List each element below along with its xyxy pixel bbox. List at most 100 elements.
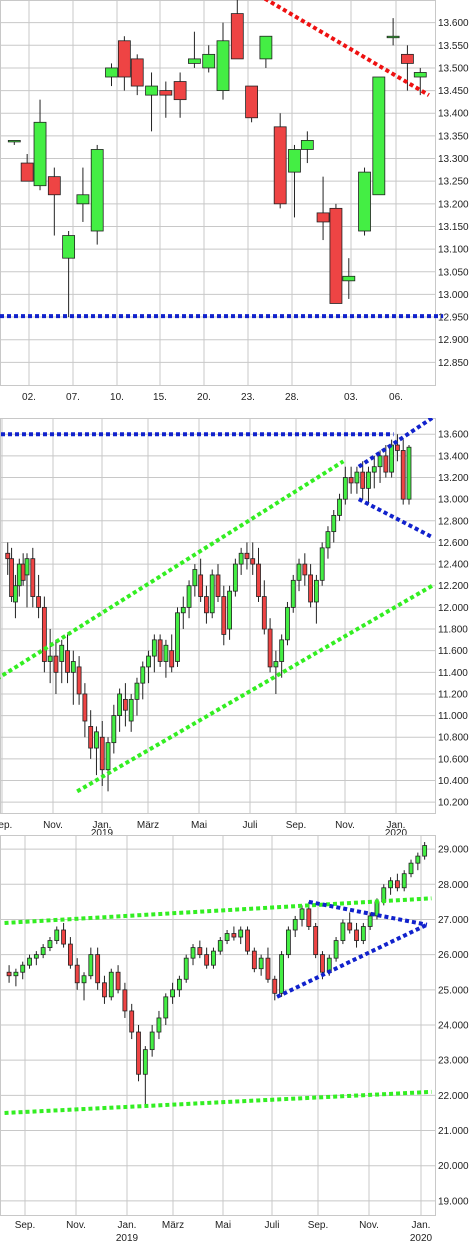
candle bbox=[325, 526, 331, 559]
candle-body-up bbox=[285, 606, 290, 641]
candle-body-up bbox=[117, 693, 123, 717]
candle bbox=[388, 877, 393, 895]
candle bbox=[250, 542, 256, 575]
candle-body-down bbox=[122, 989, 128, 1012]
candle bbox=[65, 634, 70, 684]
candle bbox=[227, 585, 232, 640]
candle bbox=[245, 926, 250, 955]
candle-body-down bbox=[122, 698, 128, 711]
candle-body-up bbox=[288, 149, 301, 173]
y-tick-label: 13.000 bbox=[438, 290, 469, 301]
candle-body-up bbox=[140, 666, 146, 684]
candle bbox=[279, 634, 285, 678]
candle-body-down bbox=[308, 574, 314, 603]
candle-body-down bbox=[265, 957, 271, 980]
candle-body-up bbox=[340, 922, 346, 941]
candle-body-down bbox=[47, 176, 61, 196]
candle bbox=[90, 144, 104, 245]
candle bbox=[183, 954, 189, 983]
candle bbox=[62, 231, 76, 318]
candle-body-down bbox=[395, 444, 400, 451]
candle bbox=[232, 558, 238, 597]
candle-body-up bbox=[88, 954, 94, 977]
candle-body-down bbox=[273, 126, 287, 205]
y-tick-label: 29.000 bbox=[438, 845, 469, 856]
candle bbox=[173, 72, 187, 118]
y-tick-label: 13.600 bbox=[438, 430, 469, 441]
candle bbox=[94, 726, 99, 776]
y-tick-label: 13.200 bbox=[438, 199, 469, 210]
y-tick-label: 10.200 bbox=[438, 798, 469, 809]
candle-body-up bbox=[186, 585, 192, 608]
candle-body-up bbox=[238, 929, 244, 938]
candle-body-up bbox=[13, 971, 19, 977]
candle bbox=[40, 944, 46, 959]
y-tick-label: 13.350 bbox=[438, 131, 469, 142]
y-tick-label: 10.800 bbox=[438, 733, 469, 744]
y-tick-label: 11.400 bbox=[438, 668, 468, 679]
candle-body-down bbox=[348, 477, 354, 484]
candle-body-down bbox=[130, 58, 144, 87]
chart-top-candlestick: 12.850 12.900 12.950 13.000 13.050 13.100 13.1… bbox=[0, 0, 469, 403]
candle bbox=[156, 1010, 162, 1040]
candle-body-down bbox=[61, 929, 66, 945]
y-tick-label: 13.600 bbox=[438, 18, 469, 29]
y-tick-label: 21.000 bbox=[438, 1126, 469, 1137]
candle bbox=[146, 650, 151, 684]
candle bbox=[145, 72, 158, 132]
candle-body-up bbox=[81, 975, 87, 984]
candle bbox=[67, 937, 73, 969]
candle-body-up bbox=[300, 140, 314, 150]
candle-body-down bbox=[9, 558, 14, 597]
candle-body-down bbox=[347, 922, 353, 931]
candle bbox=[61, 922, 66, 948]
candle bbox=[217, 937, 223, 955]
trendline bbox=[308, 899, 428, 927]
candle-body-up bbox=[183, 957, 189, 980]
candle-body-up bbox=[142, 1049, 148, 1075]
y-tick-label: 12.800 bbox=[438, 516, 469, 527]
candle bbox=[175, 607, 180, 667]
y-tick-label: 13.150 bbox=[438, 222, 469, 233]
trendline bbox=[276, 922, 428, 999]
candle-body-down bbox=[245, 85, 258, 119]
candle bbox=[354, 466, 360, 494]
candle bbox=[422, 842, 428, 860]
candle-body-down bbox=[36, 596, 41, 608]
candle-body-up bbox=[62, 235, 76, 259]
y-tick-label: 13.050 bbox=[438, 267, 469, 278]
candle bbox=[140, 661, 146, 700]
candle bbox=[117, 36, 131, 91]
candle bbox=[261, 580, 267, 635]
x-tick-label: Nov. bbox=[43, 820, 63, 831]
candle-body-up bbox=[342, 477, 348, 500]
candle bbox=[319, 542, 325, 586]
y-tick-label: 13.300 bbox=[438, 154, 469, 165]
candle-body-up bbox=[408, 862, 414, 875]
candle-body-down bbox=[360, 471, 366, 489]
y-tick-label: 26.000 bbox=[438, 950, 469, 961]
candle-body-down bbox=[102, 982, 107, 998]
candle bbox=[151, 634, 157, 673]
y-tick-label: 22.000 bbox=[438, 1091, 469, 1102]
candle-body-up bbox=[292, 919, 298, 931]
candle bbox=[401, 870, 407, 892]
candle bbox=[272, 975, 278, 1001]
candle bbox=[288, 144, 301, 218]
candle-body-down bbox=[256, 563, 261, 597]
candle-body-up bbox=[7, 140, 21, 143]
x-tick-label: 15. bbox=[153, 392, 167, 403]
x-tick-label: 02. bbox=[22, 392, 36, 403]
x-tick-label: Sep. bbox=[286, 820, 307, 831]
candle bbox=[169, 634, 175, 673]
candle-body-up bbox=[145, 85, 158, 96]
candle-body-down bbox=[267, 628, 273, 668]
candle bbox=[115, 965, 121, 994]
y-tick-label: 13.550 bbox=[438, 41, 469, 52]
candle bbox=[88, 710, 94, 759]
candle-body-down bbox=[401, 53, 414, 64]
candle bbox=[259, 35, 273, 68]
candle bbox=[347, 912, 353, 934]
candle-body-down bbox=[245, 929, 250, 952]
candle-body-up bbox=[90, 149, 104, 232]
